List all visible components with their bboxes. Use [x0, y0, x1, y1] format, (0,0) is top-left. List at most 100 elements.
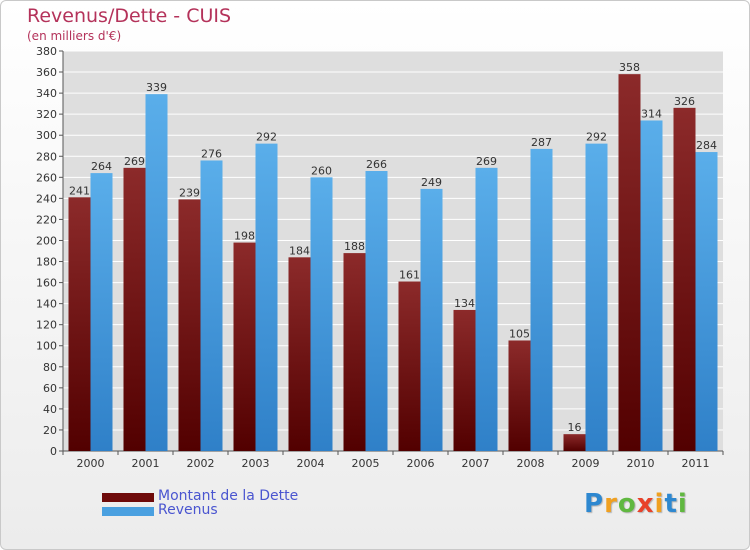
data-label-debt: 241	[69, 184, 90, 197]
legend-label-debt: Montant de la Dette	[158, 488, 299, 504]
y-tick-label: 40	[43, 403, 57, 416]
logo-letter: P	[584, 489, 605, 519]
bar-debt	[288, 257, 311, 451]
chart-title: Revenus/Dette - CUIS	[27, 5, 232, 27]
bar-revenus	[145, 94, 168, 451]
legend-swatch-revenus	[102, 507, 154, 516]
data-label-revenus: 339	[146, 81, 167, 94]
bar-debt	[233, 242, 256, 451]
bar-revenus	[585, 143, 608, 451]
y-tick-label: 220	[36, 213, 57, 226]
chart-subtitle: (en milliers d'€)	[27, 29, 122, 43]
bar-revenus	[255, 143, 278, 451]
bar-debt	[398, 281, 421, 451]
data-label-revenus: 249	[421, 176, 442, 189]
bar-debt	[178, 199, 201, 451]
data-label-debt: 198	[234, 230, 255, 243]
grid	[59, 50, 723, 452]
bar-revenus	[475, 167, 498, 451]
bar-debt	[508, 340, 531, 451]
y-tick-label: 120	[36, 319, 57, 332]
y-tick-label: 140	[36, 298, 57, 311]
data-label-debt: 16	[568, 421, 582, 434]
data-label-revenus: 292	[586, 131, 607, 144]
x-tick-label: 2007	[462, 457, 490, 470]
bar-debt	[123, 167, 146, 451]
bar-revenus	[310, 177, 333, 451]
data-label-debt: 326	[674, 95, 695, 108]
y-tick-label: 200	[36, 234, 57, 247]
data-label-debt: 184	[289, 244, 310, 257]
proxiti-logo: Proxiti	[584, 489, 688, 519]
x-tick-label: 2006	[407, 457, 435, 470]
bar-debt	[673, 107, 696, 451]
data-label-revenus: 292	[256, 131, 277, 144]
bar-debt	[343, 253, 366, 451]
x-tick-label: 2004	[297, 457, 325, 470]
x-tick-label: 2003	[242, 457, 270, 470]
x-tick-label: 2008	[517, 457, 545, 470]
data-label-debt: 358	[619, 61, 640, 74]
legend-swatch-debt	[102, 493, 154, 502]
x-tick-label: 2010	[627, 457, 655, 470]
logo-letter: o	[617, 489, 637, 519]
data-label-debt: 188	[344, 240, 365, 253]
data-label-debt: 161	[399, 269, 420, 282]
logo-letter: t	[664, 489, 678, 519]
data-label-debt: 239	[179, 186, 200, 199]
data-label-revenus: 269	[476, 155, 497, 168]
data-label-revenus: 284	[696, 139, 717, 152]
y-tick-label: 360	[36, 66, 57, 79]
bar-debt	[563, 434, 586, 451]
plot-area	[63, 51, 723, 451]
data-label-debt: 134	[454, 297, 475, 310]
bar-revenus	[530, 148, 553, 452]
legend-label-revenus: Revenus	[158, 502, 218, 518]
x-tick-label: 2011	[682, 457, 710, 470]
data-label-revenus: 266	[366, 158, 387, 171]
bar-debt	[618, 74, 641, 451]
data-label-debt: 105	[509, 327, 530, 340]
y-axis-ticks: 0 20 40 60 80 100 120 140 160 180 200 220 240 260 280 3…	[36, 45, 57, 458]
y-tick-label: 240	[36, 192, 57, 205]
bar-revenus	[640, 120, 663, 451]
y-tick-label: 340	[36, 87, 57, 100]
bar-revenus	[420, 188, 443, 452]
bar-revenus	[695, 152, 718, 452]
y-tick-label: 80	[43, 361, 57, 374]
y-tick-label: 260	[36, 171, 57, 184]
y-tick-label: 320	[36, 108, 57, 121]
data-label-revenus: 276	[201, 147, 222, 160]
bar-revenus	[365, 171, 388, 451]
bar-debt	[453, 309, 476, 451]
bar-revenus	[90, 173, 113, 451]
y-tick-label: 180	[36, 256, 57, 269]
data-label-revenus: 314	[641, 107, 662, 120]
y-tick-label: 380	[36, 45, 57, 58]
y-tick-label: 160	[36, 277, 57, 290]
data-label-revenus: 287	[531, 136, 552, 149]
logo-letter: r	[604, 489, 618, 519]
bar-revenus	[200, 160, 223, 451]
x-tick-label: 2000	[77, 457, 105, 470]
x-tick-label: 2002	[187, 457, 215, 470]
y-tick-label: 100	[36, 340, 57, 353]
logo-letter: x	[636, 489, 655, 519]
data-label-debt: 269	[124, 155, 145, 168]
logo-letter: i	[677, 489, 688, 519]
x-tick-label: 2009	[572, 457, 600, 470]
data-label-revenus: 260	[311, 164, 332, 177]
y-tick-label: 60	[43, 382, 57, 395]
x-tick-label: 2001	[132, 457, 160, 470]
bar-debt	[68, 197, 91, 451]
y-tick-label: 0	[50, 445, 57, 458]
x-tick-label: 2005	[352, 457, 380, 470]
y-tick-label: 20	[43, 424, 57, 437]
logo-letter: i	[654, 489, 665, 519]
data-label-revenus: 264	[91, 160, 112, 173]
y-tick-label: 300	[36, 129, 57, 142]
x-axis-ticks: 2000 2001 2002 2003 2004 2005 2006 2007 2008 2009…	[62, 451, 724, 470]
